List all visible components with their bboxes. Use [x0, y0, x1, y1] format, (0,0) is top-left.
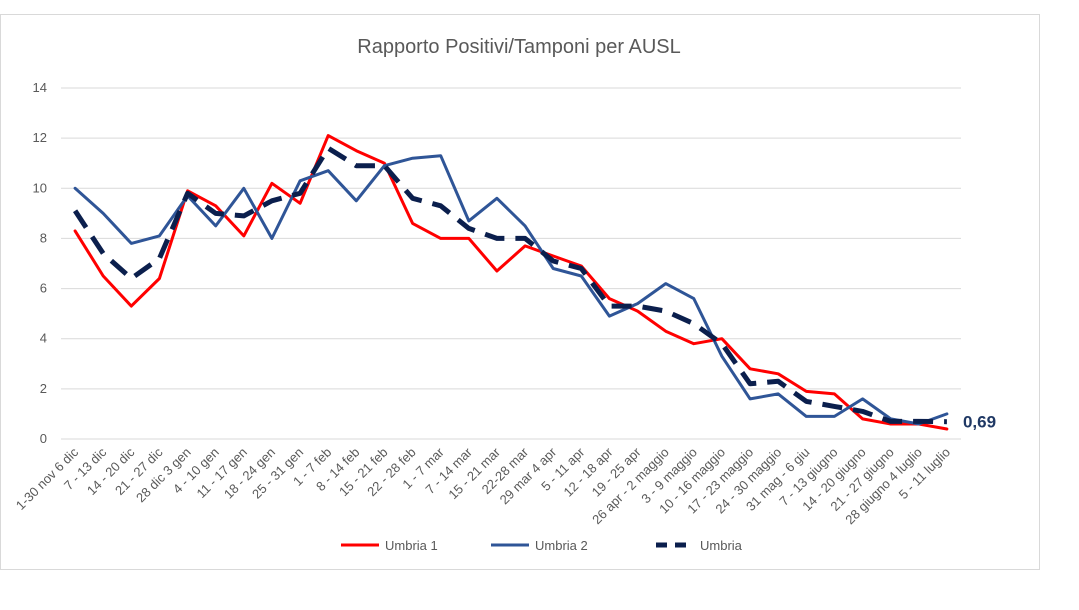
chart-area: Rapporto Positivi/Tamponi per AUSL 0 2 4 6 8… [0, 14, 1040, 570]
line-chart: Rapporto Positivi/Tamponi per AUSL 0 2 4 6 8… [13, 36, 996, 553]
y-tick-label: 10 [33, 180, 47, 195]
series-line-umbria-2 [73, 154, 949, 426]
legend-label: Umbria [700, 538, 743, 553]
y-tick-label: 2 [40, 381, 47, 396]
y-tick-label: 6 [40, 281, 47, 296]
legend-label: Umbria 2 [535, 538, 588, 553]
y-tick-label: 14 [33, 80, 47, 95]
annotation-group: 0,69 [963, 413, 996, 432]
chart-title: Rapporto Positivi/Tamponi per AUSL [357, 36, 681, 58]
series-lines [73, 134, 949, 431]
y-axis-ticks: 0 2 4 6 8 10 12 14 [33, 80, 47, 446]
legend: Umbria 1 Umbria 2 Umbria [341, 538, 743, 553]
y-tick-label: 0 [40, 431, 47, 446]
legend-label: Umbria 1 [385, 538, 438, 553]
y-tick-label: 12 [33, 130, 47, 145]
y-tick-label: 4 [40, 331, 47, 346]
series-line-umbria-1 [73, 134, 949, 431]
data-label-last-value: 0,69 [963, 413, 996, 432]
gridlines [61, 87, 961, 440]
series-line-umbria [73, 145, 947, 425]
y-tick-label: 8 [40, 230, 47, 245]
